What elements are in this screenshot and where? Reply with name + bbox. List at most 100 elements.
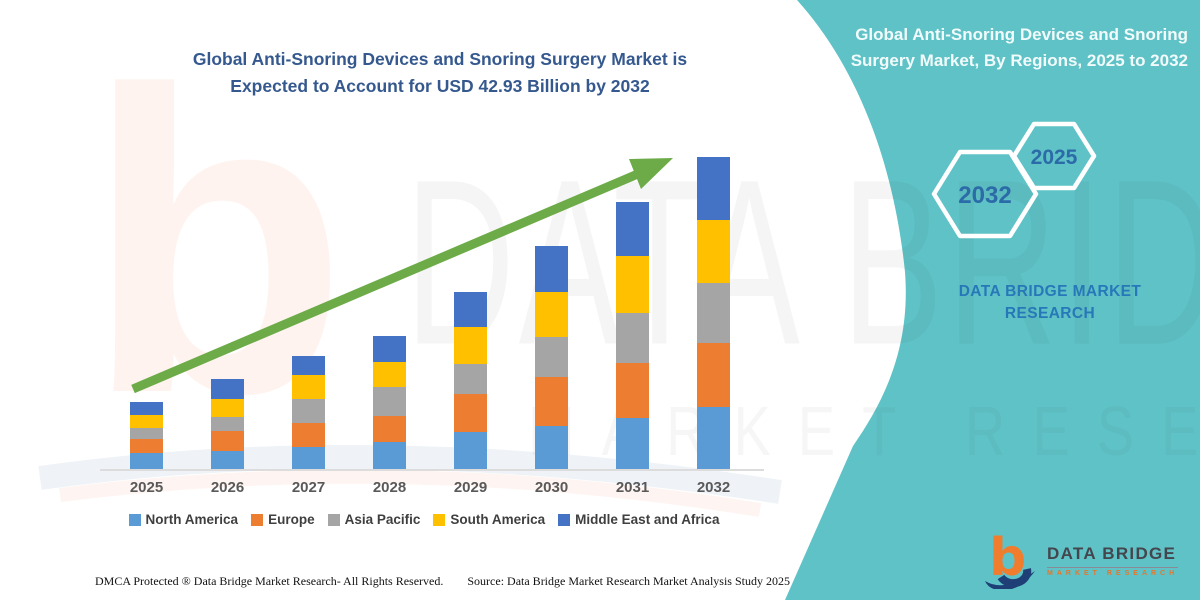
stacked-bar-2030 — [535, 245, 568, 469]
bar-slot-2030 — [511, 130, 592, 469]
x-tick-label: 2029 — [453, 479, 488, 496]
legend-swatch — [128, 513, 141, 526]
stacked-bar-2028 — [373, 335, 406, 469]
legend-item: Asia Pacific — [327, 512, 421, 527]
bar-segment — [211, 398, 244, 418]
legend-swatch — [251, 513, 264, 526]
legend-item: North America — [128, 512, 239, 527]
bar-segment — [373, 415, 406, 443]
bar-segment — [535, 426, 568, 469]
bar-slot-2028 — [349, 130, 430, 469]
bar-slot-2032 — [673, 130, 754, 469]
legend-label: South America — [450, 512, 546, 527]
footer-source: Source: Data Bridge Market Research Mark… — [467, 574, 790, 588]
bar-segment — [535, 245, 568, 292]
bar-segment — [535, 291, 568, 337]
chart-title-line1: Global Anti-Snoring Devices and Snoring … — [192, 49, 688, 69]
hexagon-2032-label: 2032 — [958, 182, 1011, 209]
bar-segment — [454, 364, 487, 395]
legend-label: Asia Pacific — [344, 512, 421, 527]
legend: North America Europe Asia Pacific South Ame… — [78, 512, 770, 527]
bar-slot-2026 — [187, 130, 268, 469]
hexagon-2025 — [1011, 121, 1097, 191]
bar-segment — [292, 399, 325, 423]
bar-slot-2029 — [430, 130, 511, 469]
bar-segment — [616, 256, 649, 313]
x-axis-line — [100, 469, 764, 471]
data-bridge-logo: b DATA BRIDGE MARKET RESEARCH — [983, 531, 1179, 589]
chart-title-line2: Expected to Account for USD 42.93 Billio… — [230, 76, 650, 97]
legend-item: Middle East and Africa — [558, 512, 719, 527]
bar-slot-2025 — [106, 130, 187, 469]
footer: DMCA Protected ® Data Bridge Market Rese… — [95, 574, 790, 589]
bar-segment — [697, 343, 730, 408]
bar-segment — [211, 450, 244, 469]
bar-segment — [535, 377, 568, 427]
side-panel-title: Global Anti-Snoring Devices and Snoring … — [850, 25, 1188, 70]
footer-dmca: DMCA Protected ® Data Bridge Market Rese… — [95, 574, 444, 588]
bar-segment — [454, 394, 487, 432]
x-tick-label: 2031 — [615, 479, 650, 496]
bar-segment — [373, 386, 406, 416]
bar-segment — [130, 439, 163, 453]
x-axis-labels: 2025 2026 2027 2028 2029 2030 2031 2032 — [106, 479, 754, 496]
bar-segment — [697, 407, 730, 469]
x-tick-label: 2032 — [696, 479, 731, 496]
bar-segment — [697, 282, 730, 344]
legend-swatch — [433, 513, 446, 526]
side-brand-text: DATA BRIDGE MARKET RESEARCH — [958, 283, 1142, 322]
stacked-bar-2032 — [697, 157, 730, 469]
bar-segment — [454, 431, 487, 469]
legend-item: South America — [433, 512, 545, 527]
stacked-bar-plot — [106, 130, 754, 469]
bar-segment — [292, 375, 325, 400]
logo-subtitle: MARKET RESEARCH — [1047, 566, 1179, 577]
stacked-bar-2031 — [616, 202, 649, 469]
stacked-bar-2025 — [130, 402, 163, 469]
bar-segment — [211, 417, 244, 432]
bar-segment — [130, 415, 163, 429]
bar-segment — [454, 327, 487, 365]
bar-segment — [292, 422, 325, 447]
x-tick-label: 2027 — [291, 479, 326, 496]
stacked-bar-2029 — [454, 291, 487, 469]
bar-segment — [211, 378, 244, 399]
bar-segment — [616, 418, 649, 469]
x-tick-label: 2025 — [129, 479, 164, 496]
bar-segment — [373, 442, 406, 469]
stacked-bar-2026 — [211, 378, 244, 469]
bar-slot-2031 — [592, 130, 673, 469]
logo-text: DATA BRIDGE MARKET RESEARCH — [1047, 544, 1179, 577]
legend-label: Middle East and Africa — [575, 512, 720, 527]
year-hexagons: 2032 2025 — [931, 121, 1097, 239]
bar-segment — [535, 336, 568, 378]
hexagon-2025-label: 2025 — [1031, 146, 1078, 169]
chart-title: Global Anti-Snoring Devices and Snoring … — [140, 46, 740, 100]
legend-label: North America — [145, 512, 239, 527]
bar-slot-2027 — [268, 130, 349, 469]
bar-segment — [130, 402, 163, 416]
x-tick-label: 2030 — [534, 479, 569, 496]
bar-segment — [616, 362, 649, 419]
legend-item: Europe — [251, 512, 315, 527]
bar-segment — [292, 356, 325, 376]
legend-swatch — [327, 513, 340, 526]
bar-segment — [130, 428, 163, 440]
data-bridge-logo-icon: b — [985, 531, 1035, 589]
stacked-bar-2027 — [292, 356, 325, 469]
bar-segment — [616, 202, 649, 257]
legend-label: Europe — [268, 512, 315, 527]
bar-segment — [373, 362, 406, 387]
bar-segment — [697, 157, 730, 220]
bar-segment — [616, 312, 649, 363]
x-tick-label: 2026 — [210, 479, 245, 496]
x-tick-label: 2028 — [372, 479, 407, 496]
bar-segment — [130, 453, 163, 469]
hexagon-2032 — [931, 149, 1039, 239]
legend-swatch — [558, 513, 571, 526]
bar-segment — [211, 431, 244, 451]
bar-segment — [697, 219, 730, 283]
bar-segment — [292, 446, 325, 469]
bar-segment — [373, 335, 406, 363]
